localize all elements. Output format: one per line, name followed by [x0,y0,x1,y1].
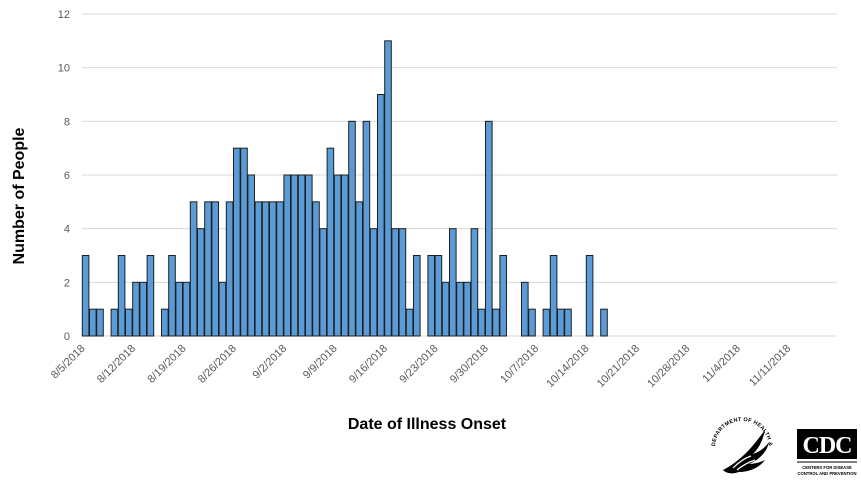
bar-10/6/2018 [528,308,536,337]
bar-9/8/2018 [326,147,335,337]
x-tick-label: 9/23/2018 [397,343,440,386]
bar-8/5/2018 [81,255,90,337]
bar-9/22/2018 [427,255,435,337]
y-axis-title: Number of People [11,127,28,264]
y-tick-labels: 0 2 4 6 8 10 12 [58,9,70,343]
x-tick-label: 8/5/2018 [49,343,88,382]
bar-8/17/2018 [168,255,176,337]
y-tick-label: 10 [58,63,70,75]
bar-9/11/2018 [348,120,356,337]
bar-8/10/2018 [117,255,126,337]
x-tick-labels: 8/5/2018 8/12/2018 8/19/2018 8/26/2018 9/2/2… [49,343,793,390]
bar-8/14/2018 [146,255,155,337]
bar-10/10/2018 [557,308,565,337]
bar-8/7/2018 [96,308,104,337]
bar-8/24/2018 [218,281,227,337]
bar-9/5/2018 [305,174,313,337]
x-tick-label: 9/2/2018 [251,343,290,382]
bar-9/30/2018 [485,120,493,337]
bar-9/4/2018 [297,174,306,337]
bar-8/23/2018 [211,201,219,337]
bar-9/12/2018 [355,201,363,337]
bar-8/31/2018 [269,201,277,337]
bar-10/1/2018 [492,308,500,337]
x-tick-label: 8/12/2018 [95,343,138,386]
bar-8/21/2018 [197,228,205,337]
x-tick-label: 10/28/2018 [645,343,692,390]
bar-9/20/2018 [413,255,421,337]
y-tick-label: 2 [64,277,70,289]
bar-10/5/2018 [521,281,529,337]
bar-8/11/2018 [125,308,133,337]
x-tick-label: 11/11/2018 [747,343,793,389]
bar-9/6/2018 [312,201,320,337]
bar-8/20/2018 [189,201,198,337]
bar-9/24/2018 [441,281,450,337]
bar-9/26/2018 [456,281,464,337]
bar-9/3/2018 [290,174,299,337]
bar-9/16/2018 [384,40,392,337]
bar-8/30/2018 [261,201,270,337]
bar-9/17/2018 [391,228,399,337]
bar-9/27/2018 [463,281,471,337]
bar-10/2/2018 [499,255,507,337]
bar-9/7/2018 [319,228,327,337]
bar-8/9/2018 [110,308,119,337]
x-tick-label: 9/30/2018 [448,343,491,386]
bar-10/11/2018 [564,308,572,337]
bar-9/29/2018 [477,308,486,337]
bar-10/14/2018 [585,255,594,337]
x-tick-label: 9/9/2018 [301,343,340,382]
bar-8/25/2018 [225,201,234,337]
bar-8/6/2018 [89,308,97,337]
bar-9/23/2018 [434,255,443,337]
x-axis-title: Date of Illness Onset [348,416,507,433]
svg-text:CONTROL AND PREVENTION: CONTROL AND PREVENTION [797,471,856,476]
bar-9/15/2018 [377,94,385,337]
bar-9/13/2018 [362,120,371,337]
svg-text:CENTERS FOR DISEASE: CENTERS FOR DISEASE [802,465,852,470]
bar-9/2/2018 [283,174,291,337]
bar-8/12/2018 [132,281,140,337]
bar-8/29/2018 [254,201,263,337]
x-tick-label: 9/16/2018 [347,343,390,386]
y-tick-label: 4 [64,224,70,236]
bar-8/26/2018 [233,147,241,337]
bars [81,40,608,337]
bar-10/9/2018 [549,255,558,337]
bar-9/28/2018 [470,228,479,337]
bar-10/16/2018 [600,308,608,337]
bar-8/27/2018 [240,147,248,337]
bar-9/25/2018 [449,228,457,337]
x-tick-label: 10/21/2018 [595,343,642,390]
y-tick-label: 0 [64,331,70,343]
bar-8/16/2018 [161,308,169,337]
bar-8/28/2018 [247,174,255,337]
y-tick-label: 8 [64,116,70,128]
bar-8/18/2018 [175,281,183,337]
bar-9/18/2018 [398,228,407,337]
bar-8/22/2018 [204,201,212,337]
bar-8/13/2018 [139,281,147,337]
svg-text:DEPARTMENT OF HEALTH & HUMAN S: DEPARTMENT OF HEALTH & HUMAN SERVICES US… [703,408,773,448]
x-tick-label: 8/26/2018 [196,343,239,386]
x-tick-label: 11/4/2018 [700,343,743,386]
x-tick-label: 10/7/2018 [498,343,541,386]
bar-9/14/2018 [369,228,378,337]
bar-9/1/2018 [276,201,284,337]
hhs-logo: DEPARTMENT OF HEALTH & HUMAN SERVICES US… [703,408,773,474]
cdc-logo: CDC CENTERS FOR DISEASE CONTROL AND PREV… [797,429,857,476]
bar-9/10/2018 [341,174,349,337]
x-tick-label: 8/19/2018 [145,343,188,386]
bar-8/19/2018 [182,281,191,337]
x-tick-label: 10/14/2018 [544,343,591,390]
bar-10/8/2018 [542,308,551,337]
bar-9/19/2018 [405,308,414,337]
y-tick-label: 12 [58,9,70,21]
bar-9/9/2018 [333,174,342,337]
y-tick-label: 6 [64,170,70,182]
svg-text:CDC: CDC [803,433,852,459]
